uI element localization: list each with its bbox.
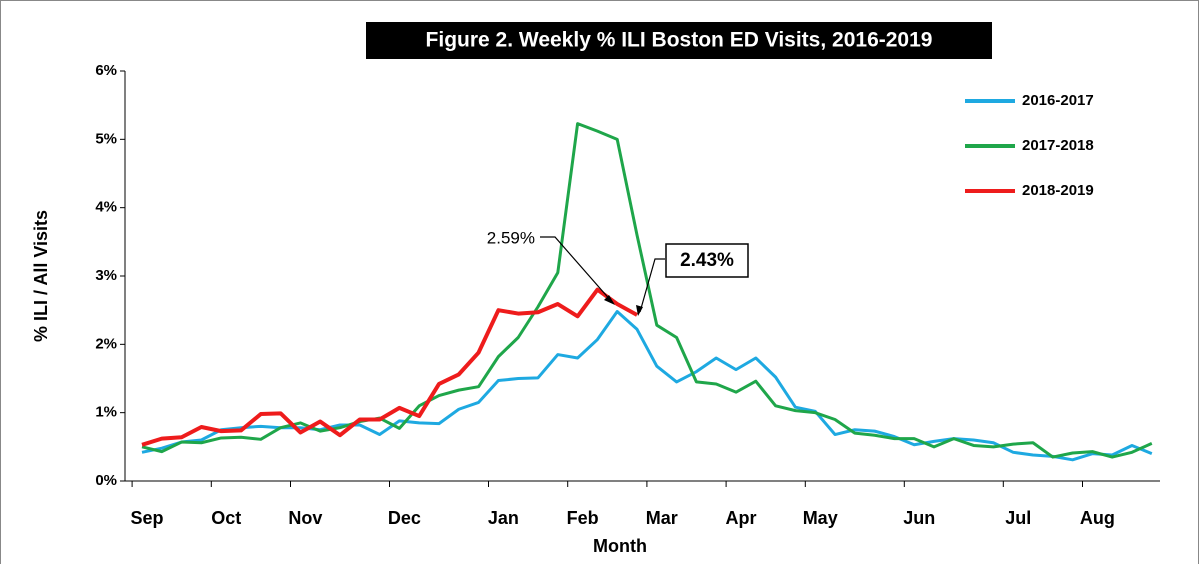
annotation-arrow <box>540 236 613 303</box>
x-tick-label: Apr <box>726 508 757 528</box>
chart-title: Figure 2. Weekly % ILI Boston ED Visits,… <box>426 29 933 52</box>
legend-label: 2017-2018 <box>1022 137 1094 154</box>
x-tick-label: Aug <box>1080 508 1115 528</box>
y-tick-label: 4% <box>95 199 117 216</box>
y-tick-label: 3% <box>95 267 117 284</box>
y-tick-label: 5% <box>95 130 117 147</box>
x-tick-label: Dec <box>388 508 421 528</box>
y-tick-label: 1% <box>95 404 117 421</box>
y-axis-label: % ILI / All Visits <box>31 210 51 342</box>
x-axis-label: Month <box>593 536 647 556</box>
arrow-head <box>636 305 643 316</box>
series-line <box>141 122 1153 459</box>
x-tick-label: Nov <box>288 508 322 528</box>
y-tick-label: 0% <box>95 472 117 489</box>
x-tick-label: Jul <box>1005 508 1031 528</box>
annotation: 2.43% <box>680 250 734 271</box>
y-tick-label: 2% <box>95 335 117 352</box>
x-tick-label: Mar <box>646 508 678 528</box>
annotation-arrow <box>639 258 665 313</box>
annotation: 2.59% <box>487 228 535 247</box>
title-box <box>366 22 992 59</box>
x-tick-label: Feb <box>567 508 599 528</box>
x-tick-label: Jun <box>903 508 935 528</box>
x-tick-label: Sep <box>130 508 163 528</box>
y-tick-label: 6% <box>95 62 117 79</box>
x-tick-label: Jan <box>488 508 519 528</box>
x-tick-label: May <box>803 508 838 528</box>
annotation-box <box>665 243 749 278</box>
series-line <box>141 310 1153 462</box>
arrow-head <box>604 295 615 305</box>
legend-label: 2016-2017 <box>1022 92 1094 109</box>
series-line <box>141 287 638 447</box>
legend-label: 2018-2019 <box>1022 182 1094 199</box>
x-tick-label: Oct <box>211 508 241 528</box>
